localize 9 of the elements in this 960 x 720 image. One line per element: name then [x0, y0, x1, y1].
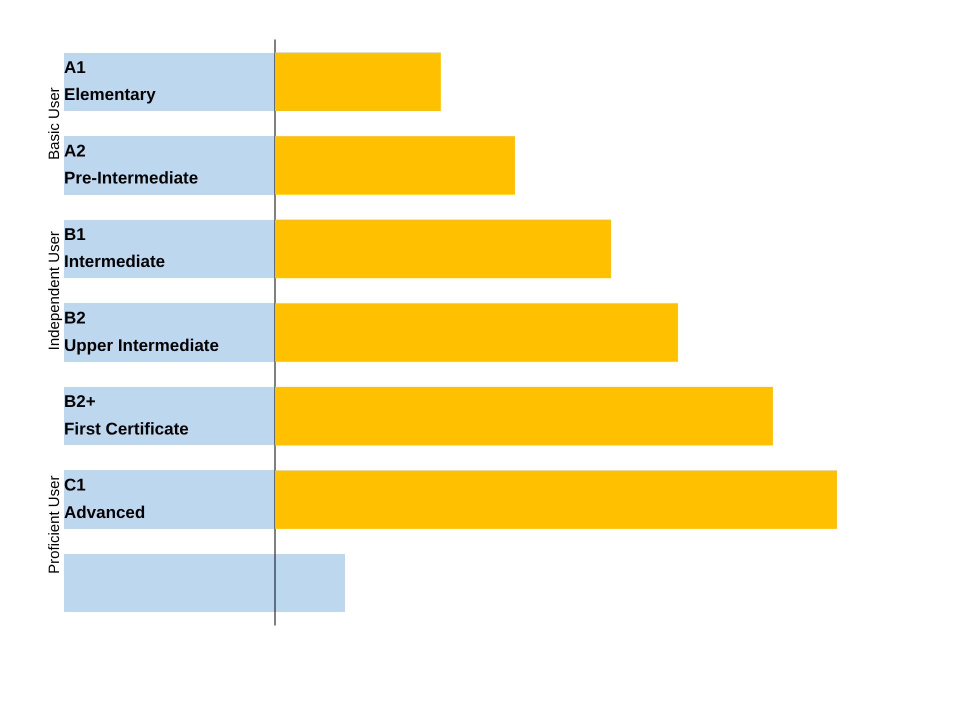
text: Independent User	[46, 231, 64, 350]
y-tick-label: C1 Advanced	[64, 476, 146, 522]
y-tick-label: B2 Upper Intermediate	[64, 308, 219, 355]
text: Proficient User	[46, 476, 64, 574]
y-tick-label: B2+ First Certificate	[64, 392, 189, 438]
text: Basic User	[46, 87, 64, 160]
y-tick-label: A2 Pre-Intermediate	[64, 141, 198, 188]
y-tick-label: A1 Elementary	[64, 58, 156, 104]
y-tick-label: B1 Intermediate	[64, 225, 166, 272]
